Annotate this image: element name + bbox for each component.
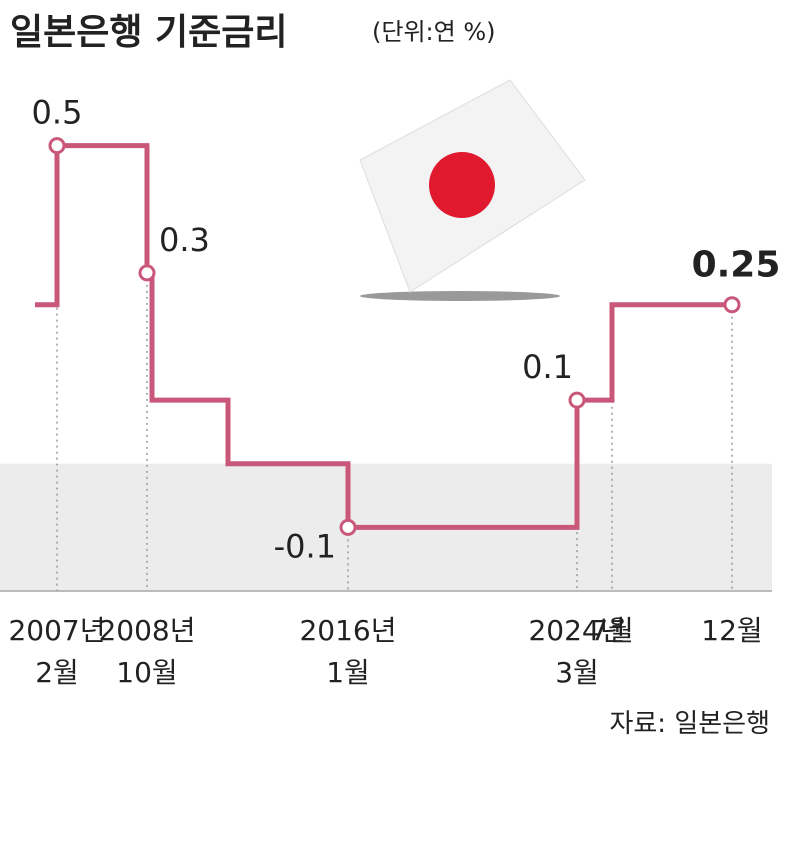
value-label: 0.5 bbox=[32, 94, 83, 132]
x-tick-label: 2007년 2월 bbox=[8, 614, 105, 689]
x-tick-label: 2024년 3월 bbox=[528, 614, 625, 689]
flag-shadow bbox=[360, 291, 560, 301]
flag-sun bbox=[429, 152, 495, 218]
value-label: -0.1 bbox=[274, 527, 336, 565]
chart-subtitle: (단위:연 %) bbox=[372, 18, 496, 46]
value-label: 0.1 bbox=[522, 348, 573, 386]
x-tick-label: 7월 bbox=[590, 614, 634, 647]
point-marker bbox=[138, 264, 156, 282]
point-marker bbox=[339, 518, 357, 536]
value-label: 0.3 bbox=[159, 221, 210, 259]
japan-flag bbox=[359, 79, 586, 301]
rate-line bbox=[35, 143, 732, 530]
x-tick-label: 2008년 10월 bbox=[98, 614, 195, 689]
chart-title: 일본은행 기준금리 bbox=[10, 12, 288, 53]
x-tick-label: 12월 bbox=[701, 614, 762, 647]
source: 자료: 일본은행 bbox=[609, 709, 770, 739]
point-marker bbox=[723, 296, 741, 314]
point-marker bbox=[568, 391, 586, 409]
x-tick-label: 2016년 1월 bbox=[299, 614, 396, 689]
point-marker bbox=[48, 137, 66, 155]
value-label: 0.25 bbox=[692, 245, 781, 286]
